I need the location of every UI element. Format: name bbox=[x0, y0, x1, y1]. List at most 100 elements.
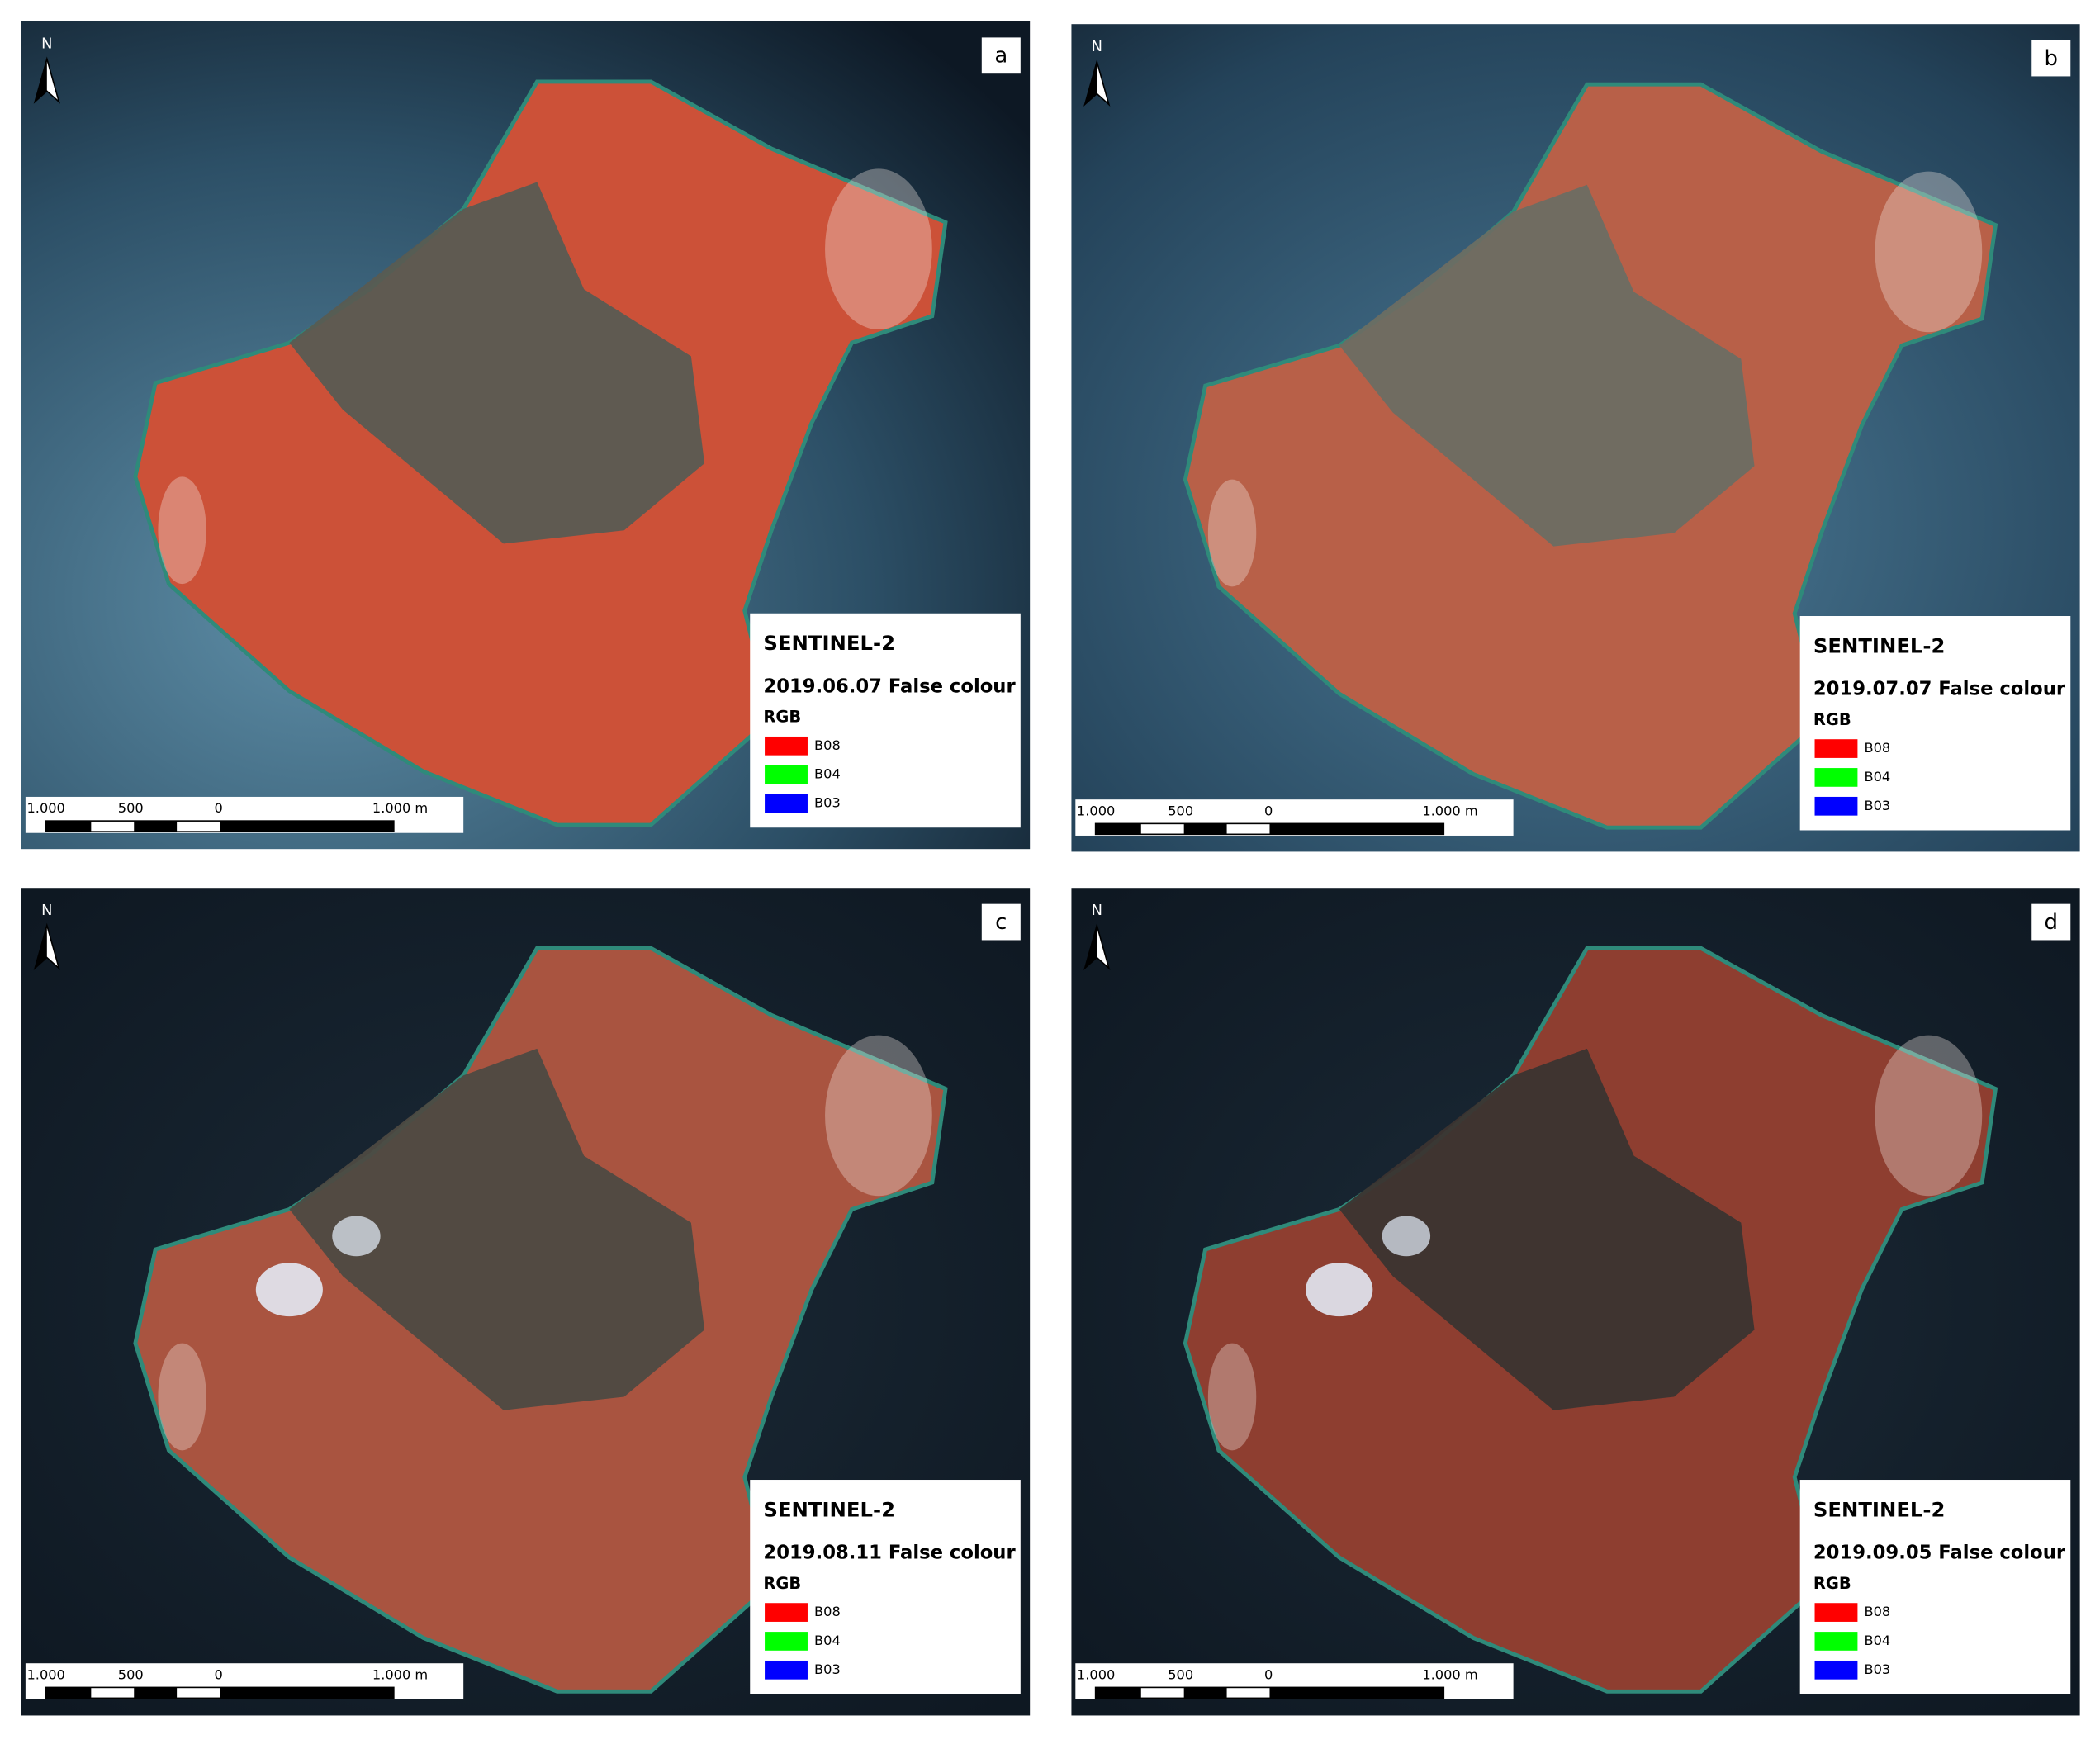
band-label: B08 bbox=[1865, 740, 1891, 756]
band-label: B08 bbox=[814, 1604, 841, 1619]
legend-date: 2019.07.07 False colour bbox=[1813, 679, 2066, 700]
village-ne bbox=[1875, 171, 1983, 333]
scale-segment bbox=[1183, 1687, 1227, 1699]
cloud bbox=[332, 1216, 381, 1257]
scale-label: 500 bbox=[1168, 1666, 1193, 1682]
village-w bbox=[1207, 1343, 1257, 1451]
band-label: B03 bbox=[1865, 798, 1891, 813]
band-swatch bbox=[1814, 739, 1858, 758]
band-label: B04 bbox=[814, 766, 841, 782]
band-label: B04 bbox=[1865, 1633, 1891, 1648]
legend-box bbox=[1799, 1480, 2071, 1694]
scale-label: 1.000 bbox=[26, 1666, 64, 1682]
scale-segment bbox=[45, 821, 92, 832]
scale-label: 1.000 m bbox=[1422, 1666, 1477, 1682]
band-label: B08 bbox=[1865, 1604, 1891, 1619]
legend-title: SENTINEL-2 bbox=[763, 631, 895, 655]
legend-rgb: RGB bbox=[763, 1574, 801, 1593]
band-label: B03 bbox=[1865, 1661, 1891, 1677]
legend-box bbox=[1799, 616, 2071, 831]
legend-box bbox=[750, 613, 1021, 828]
scale-segment bbox=[1095, 823, 1141, 835]
band-label: B03 bbox=[814, 1661, 841, 1677]
panel-label-box bbox=[2031, 903, 2071, 941]
north-arrow-half bbox=[35, 59, 47, 102]
scale-label: 1.000 m bbox=[372, 800, 428, 816]
scale-label: 1.000 bbox=[26, 800, 64, 816]
band-swatch bbox=[765, 794, 808, 813]
scale-segment bbox=[134, 821, 178, 832]
band-swatch bbox=[1814, 1632, 1858, 1651]
north-label: N bbox=[41, 36, 52, 53]
legend-rgb: RGB bbox=[1813, 1574, 1851, 1593]
cloud bbox=[255, 1263, 323, 1317]
band-swatch bbox=[1814, 768, 1858, 787]
village-w bbox=[1207, 479, 1257, 587]
band-label: B03 bbox=[814, 795, 841, 811]
crater-zone bbox=[289, 1048, 705, 1410]
panel-label: b bbox=[2045, 46, 2058, 71]
north-label: N bbox=[41, 902, 52, 919]
band-swatch bbox=[1814, 1603, 1858, 1622]
scale-segment bbox=[134, 1687, 178, 1699]
village-ne bbox=[1875, 1035, 1983, 1197]
band-swatch bbox=[1814, 1660, 1858, 1680]
band-swatch bbox=[765, 765, 808, 784]
legend-box bbox=[750, 1480, 1021, 1694]
band-label: B04 bbox=[1865, 769, 1891, 784]
panel-label-box bbox=[981, 37, 1021, 74]
band-label: B08 bbox=[814, 737, 841, 753]
scale-label: 0 bbox=[215, 800, 223, 816]
scale-label: 500 bbox=[118, 1666, 144, 1682]
crater-zone bbox=[1339, 184, 1755, 547]
panel-label: c bbox=[995, 910, 1007, 935]
panel-label-box bbox=[2031, 40, 2071, 77]
legend-title: SENTINEL-2 bbox=[763, 1497, 895, 1521]
legend-date: 2019.09.05 False colour bbox=[1813, 1543, 2066, 1564]
north-label: N bbox=[1092, 902, 1102, 919]
scale-segment bbox=[1095, 1687, 1141, 1699]
legend-rgb: RGB bbox=[763, 708, 801, 727]
band-swatch bbox=[765, 1660, 808, 1680]
band-swatch bbox=[1814, 796, 1858, 816]
scale-segment bbox=[45, 1687, 92, 1699]
scale-label: 1.000 m bbox=[372, 1666, 428, 1682]
crater-zone bbox=[289, 182, 705, 544]
legend-title: SENTINEL-2 bbox=[1813, 633, 1946, 657]
legend-title: SENTINEL-2 bbox=[1813, 1497, 1946, 1521]
scale-label: 1.000 bbox=[1077, 803, 1115, 818]
panel-label: a bbox=[994, 44, 1007, 69]
legend-date: 2019.06.07 False colour bbox=[763, 675, 1016, 697]
scale-segment bbox=[220, 821, 394, 832]
cloud bbox=[1306, 1263, 1373, 1317]
village-ne bbox=[825, 168, 932, 329]
scale-label: 0 bbox=[215, 1666, 223, 1682]
scale-label: 500 bbox=[118, 800, 144, 816]
band-label: B04 bbox=[814, 1633, 841, 1648]
scale-segment bbox=[220, 1687, 394, 1699]
cloud bbox=[1382, 1216, 1431, 1257]
scale-segment bbox=[1183, 823, 1227, 835]
scale-segment bbox=[1269, 1687, 1444, 1699]
scale-label: 0 bbox=[1264, 1666, 1273, 1682]
crater-zone bbox=[1339, 1048, 1755, 1410]
band-swatch bbox=[765, 1603, 808, 1622]
panel-label-box bbox=[981, 903, 1021, 941]
scale-label: 1.000 bbox=[1077, 1666, 1115, 1682]
north-label: N bbox=[1092, 38, 1102, 55]
band-swatch bbox=[765, 1632, 808, 1651]
village-w bbox=[158, 1343, 206, 1451]
scale-segment bbox=[1269, 823, 1444, 835]
scale-label: 0 bbox=[1264, 803, 1273, 818]
village-w bbox=[158, 476, 206, 585]
band-swatch bbox=[765, 736, 808, 756]
village-ne bbox=[825, 1035, 932, 1197]
panel-label: d bbox=[2045, 910, 2058, 935]
legend-date: 2019.08.11 False colour bbox=[763, 1543, 1016, 1564]
scale-label: 500 bbox=[1168, 803, 1193, 818]
